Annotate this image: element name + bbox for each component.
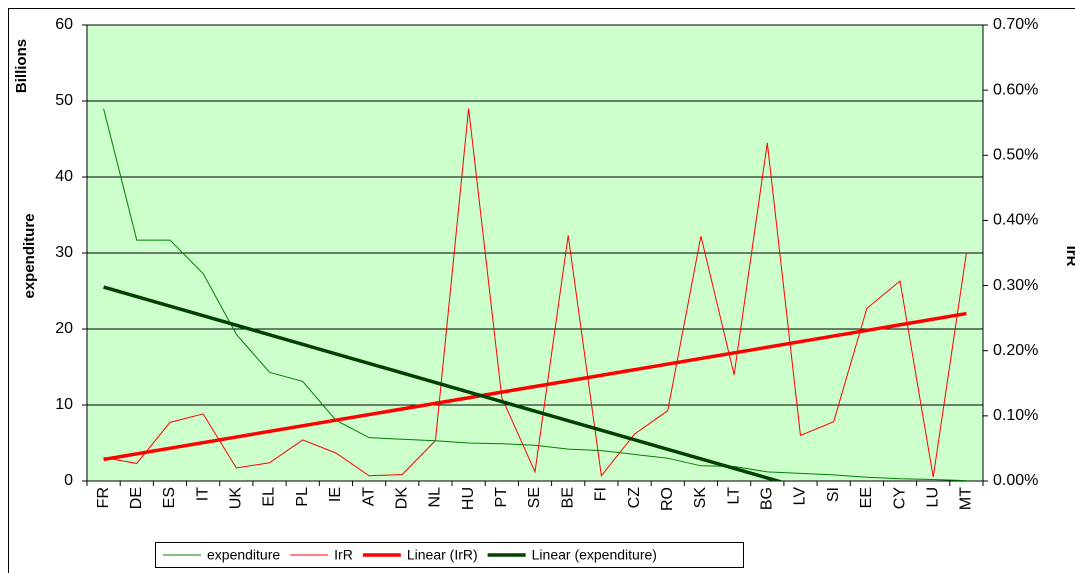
x-tick-label: CY (891, 487, 908, 510)
y-axis-title: expenditure (21, 213, 38, 298)
y-tick-label: 40 (55, 168, 73, 185)
x-tick-label: EE (858, 487, 875, 508)
series-line (103, 108, 967, 478)
x-tick-label: BE (559, 487, 576, 508)
x-tick-label: CZ (626, 487, 643, 509)
y2-tick-label: 0.40% (993, 212, 1038, 229)
legend-label: expenditure (207, 547, 280, 563)
x-tick-label: IE (327, 487, 344, 502)
y-tick-label: 50 (55, 92, 73, 109)
x-tick-label: ES (161, 487, 178, 508)
legend-label: IrR (334, 547, 353, 563)
x-tick-label: FI (593, 487, 610, 501)
legend-label: Linear (expenditure) (532, 547, 657, 563)
x-tick-label: PT (493, 487, 510, 508)
y2-tick-label: 0.00% (993, 472, 1038, 489)
y-tick-label: 60 (55, 16, 73, 33)
y-axis-title-top: Billions (13, 39, 30, 93)
x-tick-label: PL (294, 487, 311, 507)
x-tick-label: LU (924, 487, 941, 507)
y2-axis-title: IrR (1063, 246, 1075, 267)
x-tick-label: DK (393, 487, 410, 510)
trendline (103, 311, 967, 462)
x-tick-label: LT (725, 487, 742, 505)
y2-tick-label: 0.30% (993, 277, 1038, 294)
x-tick-label: RO (659, 487, 676, 511)
x-tick-label: EL (261, 487, 278, 507)
y-tick-label: 0 (64, 472, 73, 489)
x-tick-label: SK (692, 487, 709, 509)
x-tick-label: NL (427, 487, 444, 508)
series-line (103, 108, 967, 481)
legend-label: Linear (IrR) (407, 547, 478, 563)
x-tick-label: IT (194, 487, 211, 501)
x-tick-label: UK (228, 487, 245, 510)
y2-tick-label: 0.70% (993, 16, 1038, 33)
y2-tick-label: 0.50% (993, 147, 1038, 164)
legend: expenditure IrR Linear (IrR) Linear (expend… (155, 542, 744, 568)
plot-series (103, 108, 967, 481)
x-tick-label: AT (360, 487, 377, 506)
x-tick-label: BG (759, 487, 776, 510)
x-tick-label: HU (460, 487, 477, 510)
x-tick-label: MT (958, 487, 975, 510)
y-tick-label: 20 (55, 320, 73, 337)
trendline (103, 285, 785, 481)
y-tick-label: 30 (55, 244, 73, 261)
x-tick-label: SE (526, 487, 543, 508)
legend-box (155, 542, 744, 568)
x-tick-label: DE (128, 487, 145, 509)
x-tick-label: FR (95, 487, 112, 508)
x-tick-label: LV (792, 487, 809, 506)
y2-tick-label: 0.10% (993, 407, 1038, 424)
x-tick-label: SI (825, 487, 842, 502)
y-tick-label: 10 (55, 396, 73, 413)
y2-tick-label: 0.60% (993, 81, 1038, 98)
y2-tick-label: 0.20% (993, 342, 1038, 359)
